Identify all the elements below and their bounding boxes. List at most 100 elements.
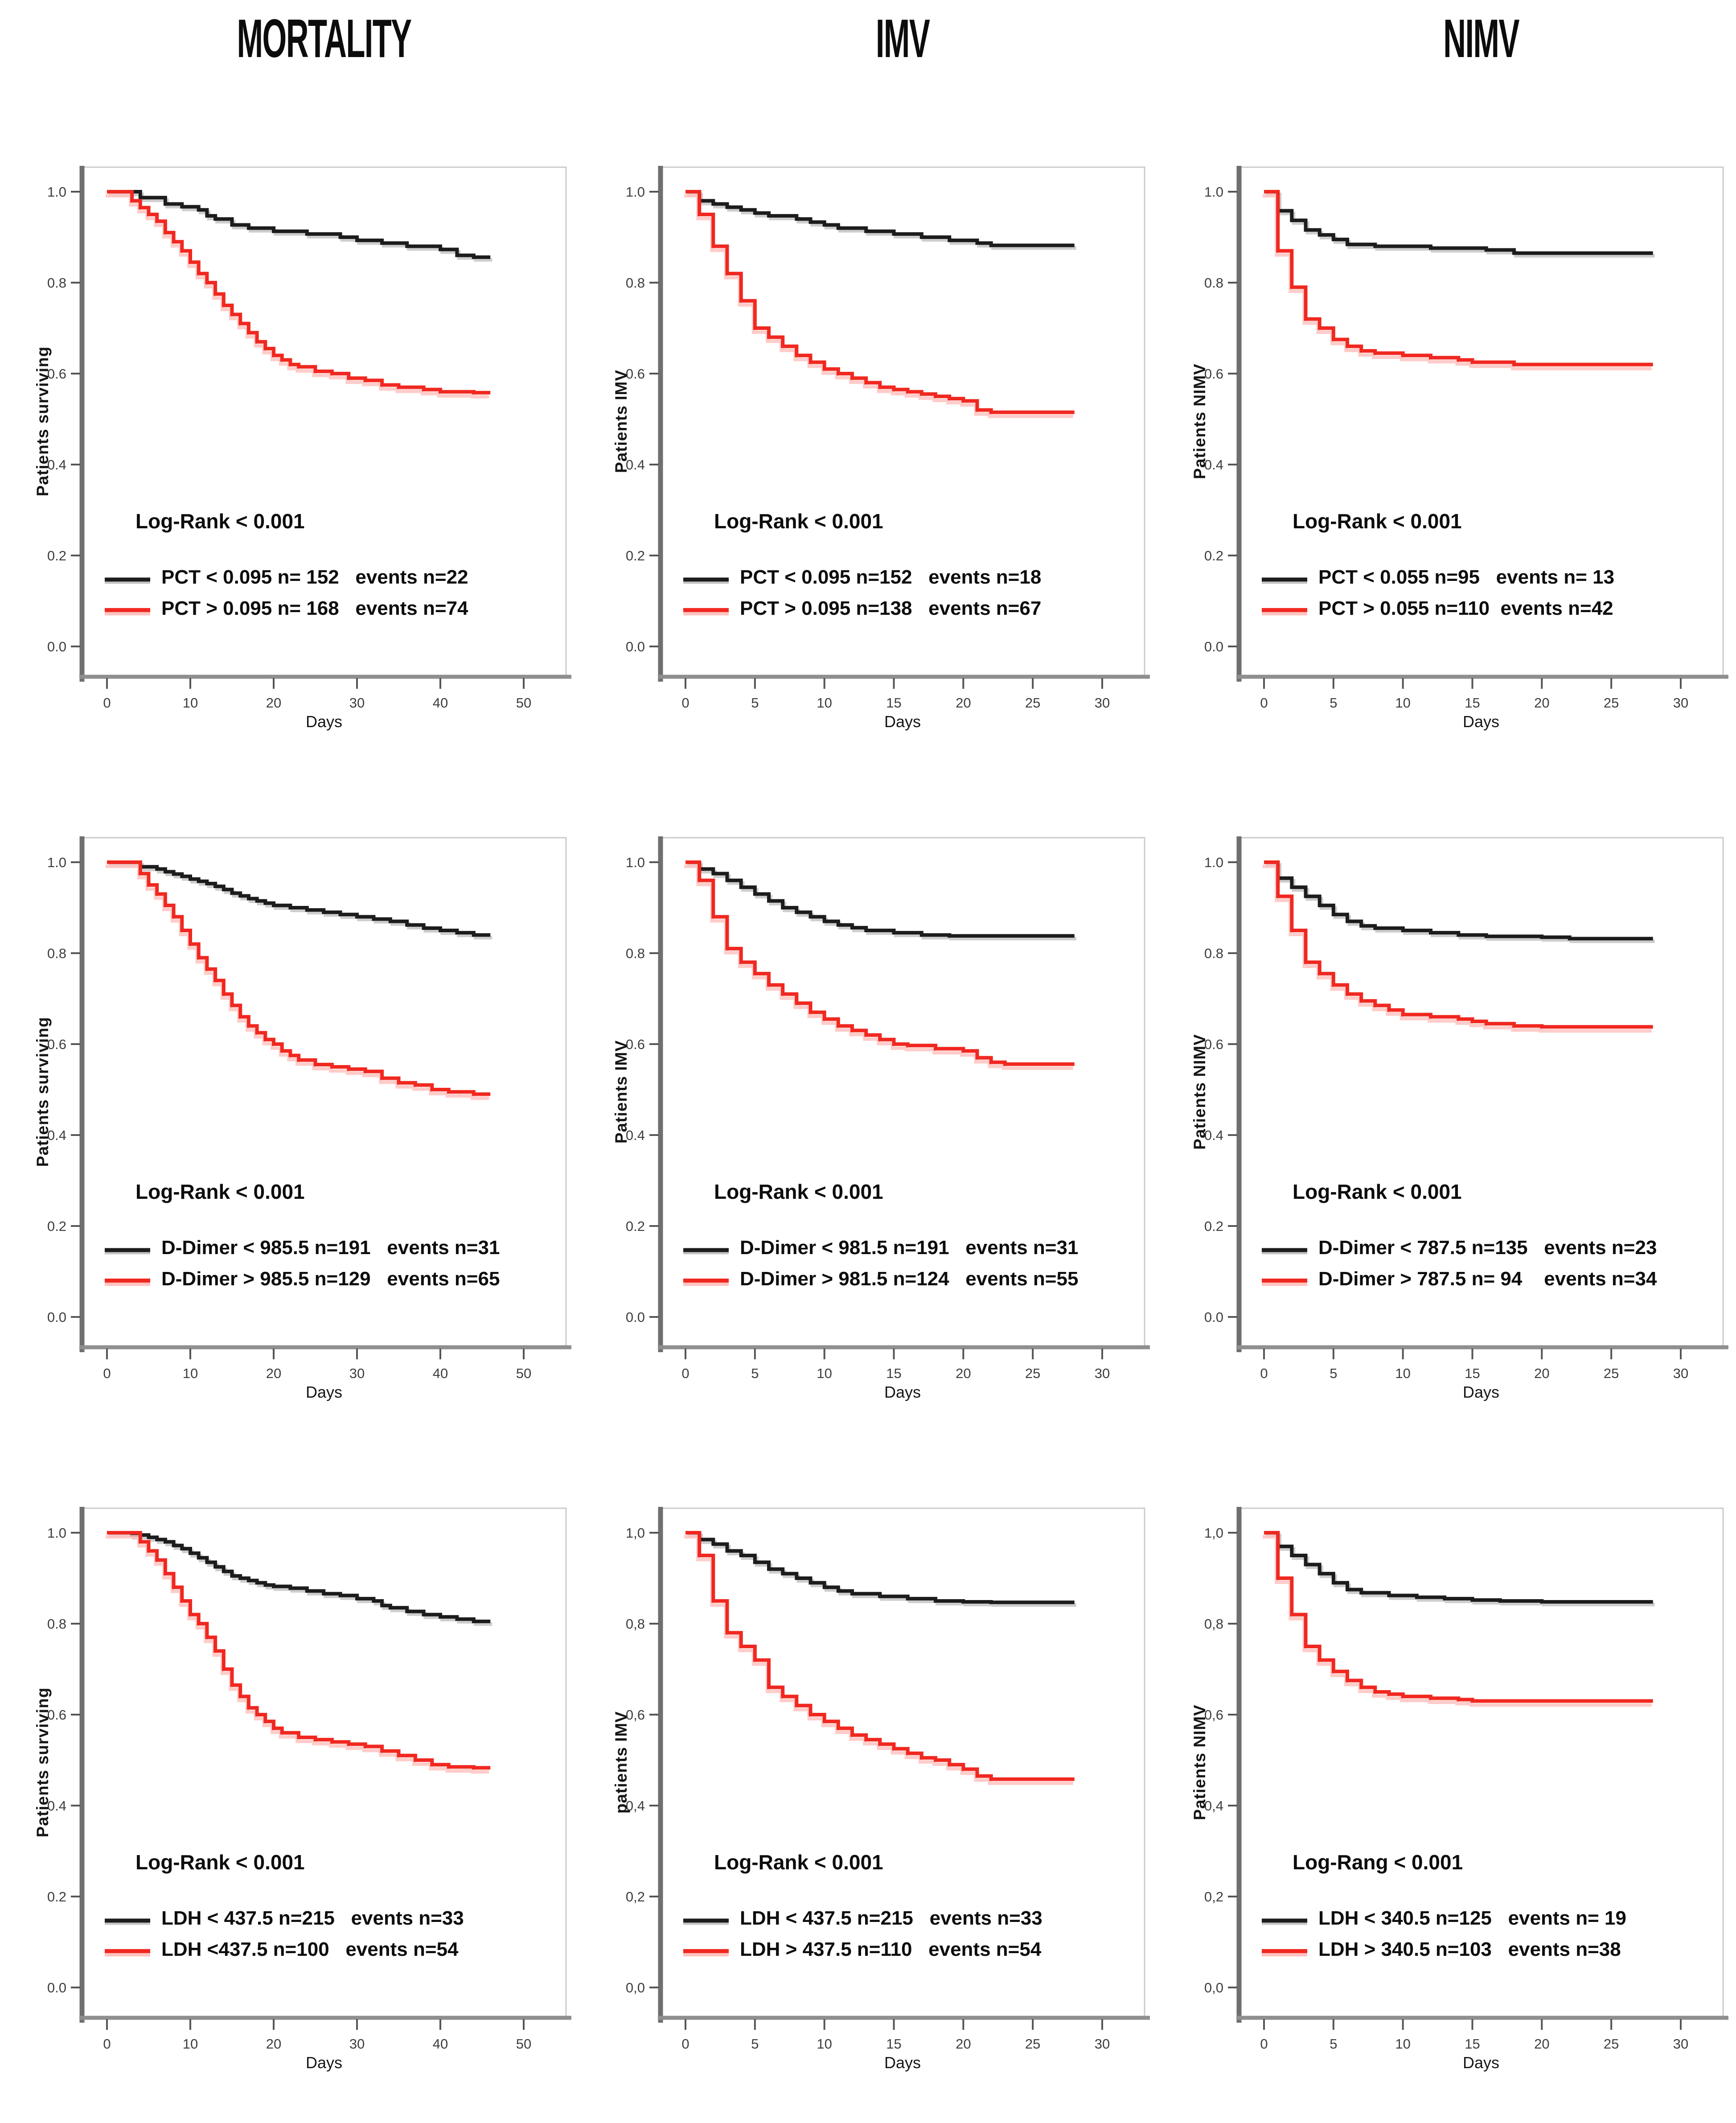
svg-text:0.0: 0.0 [626, 1309, 645, 1325]
km-plot: 1.0 0.8 0.6 0.4 0.2 0.0 0 5 10 15 20 25 30 [626, 166, 1150, 711]
svg-text:30: 30 [1095, 2036, 1110, 2052]
legend-entry-high: PCT > 0.095 n= 168 events n=74 [161, 597, 468, 619]
svg-text:0.0: 0.0 [47, 1980, 66, 1995]
legend-entry-low: D-Dimer < 787.5 n=135 events n=23 [1318, 1237, 1657, 1259]
km-panel-nimv-pct: 1.0 0.8 0.6 0.4 0.2 0.0 0 5 10 15 20 25 30 Patients … [1157, 111, 1736, 782]
svg-text:15: 15 [886, 695, 901, 711]
svg-text:25: 25 [1604, 2036, 1619, 2052]
x-axis-label: Days [1462, 1383, 1500, 1401]
svg-text:20: 20 [1534, 2036, 1549, 2052]
column-title-nimv: NIMV [1443, 8, 1519, 69]
svg-text:0: 0 [1260, 2036, 1268, 2052]
svg-text:0.8: 0.8 [47, 946, 66, 961]
svg-text:0,4: 0,4 [1204, 1798, 1223, 1814]
km-plot: 1.0 0.8 0.6 0.4 0.2 0.0 0 10 20 30 40 50 [47, 1507, 571, 2052]
logrank-label: Log-Rank < 0.001 [714, 510, 883, 533]
svg-text:10: 10 [183, 1366, 198, 1381]
svg-text:1.0: 1.0 [1204, 855, 1223, 870]
svg-text:0.6: 0.6 [47, 1707, 66, 1723]
km-plot: 1,0 0,8 0,6 0,4 0,2 0,0 0 5 10 15 20 25 30 [626, 1507, 1150, 2052]
km-panel-mortality-ldh: 1.0 0.8 0.6 0.4 0.2 0.0 0 10 20 30 40 50 Patients s… [0, 1452, 579, 2123]
svg-text:0.4: 0.4 [626, 1127, 645, 1143]
svg-text:0.6: 0.6 [1204, 366, 1223, 382]
km-panel-nimv-ddimer: 1.0 0.8 0.6 0.4 0.2 0.0 0 5 10 15 20 25 30 Patients … [1157, 782, 1736, 1452]
legend-entry-high: PCT > 0.095 n=138 events n=67 [740, 597, 1042, 619]
svg-text:30: 30 [1095, 1366, 1110, 1381]
svg-text:15: 15 [886, 2036, 901, 2052]
svg-text:15: 15 [1465, 1366, 1480, 1381]
svg-text:40: 40 [433, 1366, 448, 1381]
svg-text:30: 30 [349, 1366, 365, 1381]
km-plot: 1.0 0.8 0.6 0.4 0.2 0.0 0 5 10 15 20 25 30 [1204, 166, 1728, 711]
svg-text:15: 15 [1465, 695, 1480, 711]
svg-text:10: 10 [817, 1366, 832, 1381]
svg-text:0.4: 0.4 [1204, 457, 1223, 473]
km-panel-mortality-ddimer: 1.0 0.8 0.6 0.4 0.2 0.0 0 10 20 30 40 50 Patients s… [0, 782, 579, 1452]
svg-text:20: 20 [266, 695, 281, 711]
svg-text:0.2: 0.2 [47, 548, 66, 564]
y-axis-label: Patients NIMV [1190, 363, 1209, 479]
logrank-label: Log-Rank < 0.001 [1293, 1180, 1462, 1203]
svg-text:5: 5 [751, 695, 759, 711]
svg-text:0: 0 [103, 1366, 111, 1381]
svg-text:20: 20 [956, 695, 971, 711]
x-axis-label: Days [305, 712, 343, 731]
svg-text:0.0: 0.0 [47, 1309, 66, 1325]
svg-text:0,6: 0,6 [626, 1707, 645, 1723]
logrank-label: Log-Rank < 0.001 [714, 1851, 883, 1874]
svg-text:50: 50 [516, 2036, 531, 2052]
svg-text:25: 25 [1604, 1366, 1619, 1381]
svg-text:0.6: 0.6 [626, 1037, 645, 1052]
svg-text:1.0: 1.0 [626, 855, 645, 870]
chart-grid: 1.0 0.8 0.6 0.4 0.2 0.0 0 10 20 30 40 50 Patients s… [0, 111, 1736, 2123]
svg-text:1.0: 1.0 [626, 184, 645, 200]
legend-entry-low: D-Dimer < 985.5 n=191 events n=31 [161, 1237, 500, 1259]
column-title-mortality: MORTALITY [237, 8, 412, 69]
logrank-label: Log-Rank < 0.001 [135, 1180, 305, 1203]
svg-text:0: 0 [103, 695, 111, 711]
svg-text:1.0: 1.0 [47, 1525, 66, 1541]
km-panel-imv-ddimer: 1.0 0.8 0.6 0.4 0.2 0.0 0 5 10 15 20 25 30 Patients … [579, 782, 1157, 1452]
svg-text:0.2: 0.2 [626, 548, 645, 564]
svg-text:0,6: 0,6 [1204, 1707, 1223, 1723]
svg-text:1.0: 1.0 [47, 184, 66, 200]
svg-text:25: 25 [1025, 2036, 1040, 2052]
svg-text:5: 5 [751, 2036, 759, 2052]
svg-text:10: 10 [1395, 695, 1410, 711]
svg-text:0.2: 0.2 [47, 1889, 66, 1905]
legend-entry-low: D-Dimer < 981.5 n=191 events n=31 [740, 1237, 1079, 1259]
svg-text:10: 10 [817, 2036, 832, 2052]
svg-text:20: 20 [266, 1366, 281, 1381]
svg-text:5: 5 [751, 1366, 759, 1381]
legend-entry-low: LDH < 340.5 n=125 events n= 19 [1318, 1907, 1626, 1929]
km-plot: 1.0 0.8 0.6 0.4 0.2 0.0 0 5 10 15 20 25 30 [1204, 836, 1728, 1381]
svg-text:20: 20 [1534, 1366, 1549, 1381]
y-axis-label: Patients NIMV [1190, 1034, 1209, 1150]
x-axis-label: Days [884, 2053, 921, 2072]
svg-text:0.4: 0.4 [1204, 1127, 1223, 1143]
svg-text:20: 20 [1534, 695, 1549, 711]
figure-header: MORTALITY IMV NIMV [0, 0, 1736, 111]
y-axis-label: Patients NIMV [1190, 1704, 1209, 1820]
svg-text:0.8: 0.8 [626, 275, 645, 291]
logrank-label: Log-Rank < 0.001 [135, 1851, 305, 1874]
svg-text:0.6: 0.6 [47, 366, 66, 382]
svg-text:0,2: 0,2 [626, 1889, 645, 1905]
svg-text:0.8: 0.8 [626, 946, 645, 961]
svg-text:0: 0 [681, 1366, 689, 1381]
svg-text:20: 20 [956, 2036, 971, 2052]
legend-entry-high: LDH > 340.5 n=103 events n=38 [1318, 1938, 1621, 1960]
x-axis-label: Days [1462, 2053, 1500, 2072]
svg-text:25: 25 [1025, 695, 1040, 711]
km-plot: 1.0 0.8 0.6 0.4 0.2 0.0 0 10 20 30 40 50 [47, 166, 571, 711]
svg-text:0.6: 0.6 [1204, 1037, 1223, 1052]
svg-text:0.2: 0.2 [626, 1218, 645, 1234]
y-axis-label: Patients surviving [33, 1016, 52, 1167]
svg-text:10: 10 [1395, 2036, 1410, 2052]
svg-text:0: 0 [681, 2036, 689, 2052]
km-plot: 1,0 0,8 0,6 0,4 0,2 0,0 0 5 10 15 20 25 30 [1204, 1507, 1728, 2052]
logrank-label: Log-Rank < 0.001 [1293, 510, 1462, 533]
svg-text:30: 30 [1673, 1366, 1688, 1381]
svg-text:0,0: 0,0 [626, 1980, 645, 1995]
svg-text:0.8: 0.8 [47, 1616, 66, 1632]
